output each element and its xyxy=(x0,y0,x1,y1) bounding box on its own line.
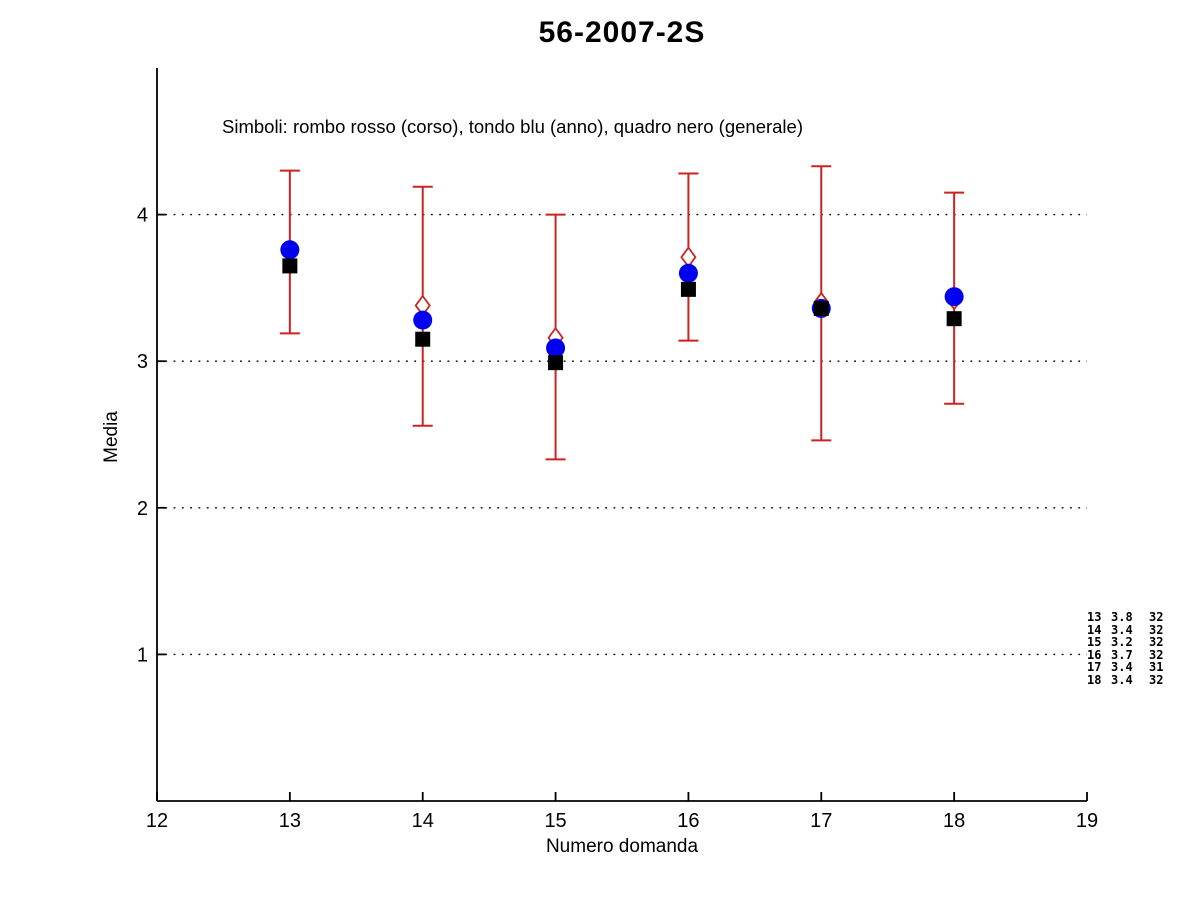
marker-square-generale xyxy=(282,258,298,274)
annotation-cell: 13 xyxy=(1087,610,1102,624)
x-tick-label: 13 xyxy=(279,810,301,832)
marker-square-generale xyxy=(415,331,431,347)
annotation-cell: 3.7 xyxy=(1111,647,1133,662)
y-tick-label: 4 xyxy=(137,205,148,227)
annotation-cell: 3.4 xyxy=(1111,672,1133,687)
marker-circle-anno xyxy=(944,287,964,307)
y-axis-label: Media xyxy=(101,411,122,463)
annotation-cell: 3.4 xyxy=(1111,660,1133,675)
annotation-row: 16 3.7 32 xyxy=(1087,649,1173,662)
marker-square-generale xyxy=(680,281,696,297)
x-tick-label: 18 xyxy=(943,810,965,832)
annotation-cell: 3.8 xyxy=(1111,610,1133,624)
annotation-cell: 31 xyxy=(1149,660,1164,675)
x-tick-label: 12 xyxy=(146,810,168,832)
y-tick-label: 2 xyxy=(137,498,148,520)
x-tick-label: 14 xyxy=(412,810,434,832)
marker-circle-anno xyxy=(413,310,433,330)
annotation-cell: 32 xyxy=(1149,647,1164,662)
y-tick-label: 1 xyxy=(137,644,148,666)
annotation-cell: 18 xyxy=(1087,672,1102,687)
annotation-row: 13 3.8 32 xyxy=(1087,611,1173,624)
marker-square-generale xyxy=(548,355,564,371)
annotation-cell: 32 xyxy=(1149,610,1164,624)
annotation-cell: 32 xyxy=(1149,672,1164,687)
marker-circle-anno xyxy=(280,240,300,260)
x-tick-label: 16 xyxy=(677,810,699,832)
marker-square-generale xyxy=(946,311,962,327)
annotation-cell: 32 xyxy=(1149,622,1164,637)
annotation-cell: 17 xyxy=(1087,660,1102,675)
annotation-row: 15 3.2 32 xyxy=(1087,636,1173,649)
annotation-cell: 14 xyxy=(1087,622,1102,637)
chart-title: 56-2007-2S xyxy=(538,16,706,49)
y-tick-label: 3 xyxy=(137,351,148,373)
x-axis-label: Numero domanda xyxy=(545,836,699,857)
annotation-row: 14 3.4 32 xyxy=(1087,622,1173,637)
annotation-cell: 15 xyxy=(1087,635,1102,650)
annotation-block: 13 3.8 32 14 3.4 32 15 3.2 32 16 3.7 32 17 3.4 31 18 3.4… xyxy=(1087,611,1173,687)
annotation-cell: 3.2 xyxy=(1111,635,1133,650)
x-tick-label: 19 xyxy=(1076,810,1098,832)
annotation-cell: 16 xyxy=(1087,647,1102,662)
legend-note: Simboli: rombo rosso (corso), tondo blu … xyxy=(222,116,803,137)
annotation-row: 18 3.4 32 xyxy=(1087,674,1173,687)
x-tick-label: 17 xyxy=(810,810,832,832)
x-tick-label: 15 xyxy=(544,810,566,832)
marker-circle-anno xyxy=(678,263,698,283)
annotation-cell: 32 xyxy=(1149,635,1164,650)
marker-square-generale xyxy=(813,300,829,316)
marker-circle-anno xyxy=(546,338,566,358)
annotation-cell: 3.4 xyxy=(1111,622,1133,637)
annotation-row: 17 3.4 31 xyxy=(1087,661,1173,674)
